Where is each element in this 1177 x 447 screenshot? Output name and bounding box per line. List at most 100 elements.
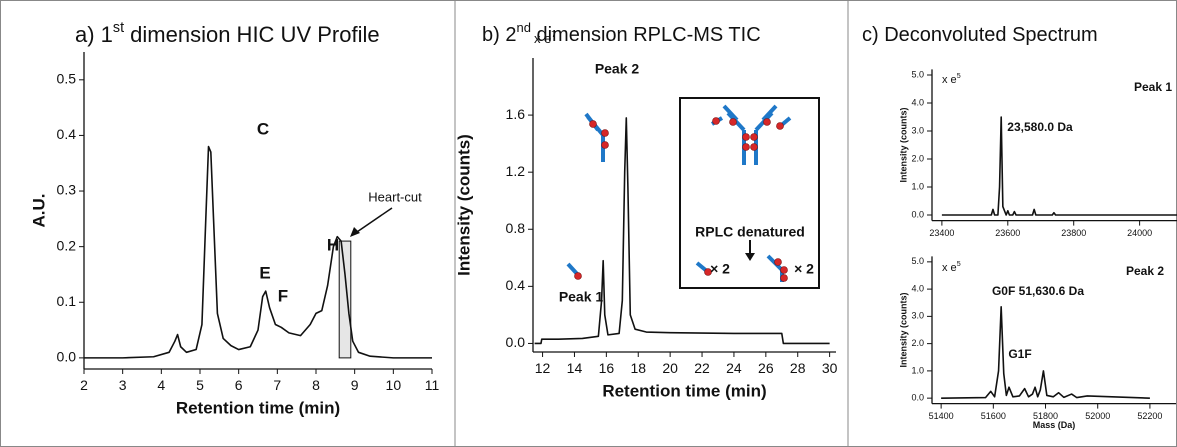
panel-title-part: c) Deconvoluted Spectrum — [862, 24, 1098, 46]
x-tick-label: 3 — [119, 377, 127, 393]
heart-cut-region — [338, 240, 352, 359]
icon-heavy-chain — [766, 254, 788, 282]
x-tick-label: 18 — [630, 360, 646, 376]
y-tick-label: 0.4 — [57, 126, 77, 142]
y-tick-label: 0.0 — [911, 393, 924, 403]
annotation: Heart-cut — [368, 189, 422, 204]
y-multiplier-part: x e — [942, 74, 957, 86]
x-tick-label: 24 — [726, 360, 742, 376]
y-multiplier: x e7 — [534, 29, 556, 46]
inset-box — [679, 97, 820, 289]
y-tick-label: 1.2 — [506, 163, 526, 179]
y-tick-label: 0.1 — [57, 293, 77, 309]
y-tick-label: 0.0 — [911, 209, 924, 219]
x-tick-label: 22 — [694, 360, 710, 376]
panel-title-part: nd — [516, 20, 530, 35]
x-axis-label: Retention time (min) — [176, 398, 340, 417]
panel-title: a) 1st dimension HIC UV Profile — [75, 20, 380, 47]
y-tick-label: 1.0 — [911, 365, 924, 375]
trace — [941, 306, 1150, 399]
annotation: F — [278, 286, 288, 305]
y-tick-label: 1.0 — [911, 181, 924, 191]
x-tick-label: 9 — [351, 377, 359, 393]
x-tick-label: 8 — [312, 377, 320, 393]
x-tick-label: 51800 — [1033, 411, 1058, 421]
panel-title: b) 2nd dimension RPLC-MS TIC — [482, 20, 761, 46]
x-tick-label: 4 — [157, 377, 165, 393]
x-tick-label: 14 — [567, 360, 583, 376]
y-multiplier-part: x e — [534, 31, 551, 46]
annotation: H — [327, 235, 339, 254]
trace — [941, 116, 1177, 216]
y-tick-label: 0.8 — [506, 220, 526, 236]
x-tick-label: 52000 — [1085, 411, 1110, 421]
annotation: RPLC denatured — [695, 224, 805, 240]
y-tick-label: 3.0 — [911, 125, 924, 135]
y-multiplier-part: 5 — [957, 260, 961, 268]
panel-title-part: b) 2 — [482, 24, 516, 46]
y-tick-label: 3.0 — [911, 311, 924, 321]
icon-light-chain — [695, 261, 712, 276]
panel-title-part: dimension HIC UV Profile — [124, 22, 380, 47]
y-multiplier: x e5 — [942, 260, 961, 274]
panel-title-part: st — [113, 20, 124, 36]
y-tick-label: 4.0 — [911, 283, 924, 293]
annotation: 23,580.0 Da — [1007, 120, 1073, 134]
x-axis-label: Retention time (min) — [602, 381, 766, 400]
y-tick-label: 0.0 — [57, 349, 77, 365]
y-multiplier: x e5 — [942, 72, 961, 86]
x-tick-label: 7 — [273, 377, 281, 393]
y-axis-label: A.U. — [29, 194, 48, 228]
y-multiplier-part: x e — [942, 262, 957, 274]
annotation-arrow — [353, 207, 393, 235]
x-tick-label: 16 — [599, 360, 615, 376]
x-tick-label: 28 — [790, 360, 806, 376]
y-tick-label: 0.0 — [506, 334, 526, 350]
annotation: G0F 51,630.6 Da — [992, 284, 1084, 298]
x-tick-label: 12 — [535, 360, 551, 376]
x-tick-label: 24000 — [1127, 228, 1152, 238]
inset-arrow — [745, 240, 755, 261]
panel-title: c) Deconvoluted Spectrum — [862, 24, 1098, 46]
x-tick-label: 6 — [235, 377, 243, 393]
y-tick-label: 0.2 — [57, 237, 77, 253]
icon-intact-antibody — [710, 104, 792, 165]
annotation-arrowhead — [350, 227, 360, 237]
x-tick-label: 23400 — [929, 228, 954, 238]
icon-peak1-fragment — [566, 262, 582, 280]
y-tick-label: 0.3 — [57, 182, 77, 198]
x-tick-label: 51400 — [929, 411, 954, 421]
y-multiplier-part: 5 — [957, 72, 961, 80]
x-tick-label: 2 — [80, 377, 88, 393]
annotation: C — [257, 119, 269, 138]
y-tick-label: 0.4 — [506, 277, 526, 293]
x-tick-label: 51600 — [981, 411, 1006, 421]
annotation: Peak 2 — [595, 61, 640, 77]
annotation: Peak 1 — [1134, 80, 1172, 94]
y-tick-label: 5.0 — [911, 256, 924, 266]
y-axis-label: Intensity (counts) — [898, 107, 908, 182]
x-tick-label: 26 — [758, 360, 774, 376]
x-tick-label: 23800 — [1061, 228, 1086, 238]
y-tick-label: 4.0 — [911, 97, 924, 107]
panel-title-part: dimension RPLC-MS TIC — [531, 24, 761, 46]
x-tick-label: 10 — [386, 377, 402, 393]
annotation: Peak 2 — [1126, 264, 1164, 278]
y-tick-label: 1.6 — [506, 106, 526, 122]
y-tick-label: 2.0 — [911, 338, 924, 348]
panel-title-part: a) 1 — [75, 22, 113, 47]
x-tick-label: 23600 — [995, 228, 1020, 238]
x-tick-label: 52200 — [1137, 411, 1162, 421]
x-tick-label: 30 — [822, 360, 838, 376]
annotation: × 2 — [794, 261, 814, 277]
annotation: E — [259, 263, 270, 282]
annotation: G1F — [1008, 347, 1031, 361]
y-tick-label: 2.0 — [911, 153, 924, 163]
icon-peak2-fragment — [584, 112, 609, 162]
y-axis-label: Intensity (counts) — [898, 292, 908, 367]
y-multiplier-part: 7 — [551, 29, 556, 39]
trace — [534, 117, 830, 345]
trace — [84, 145, 432, 359]
